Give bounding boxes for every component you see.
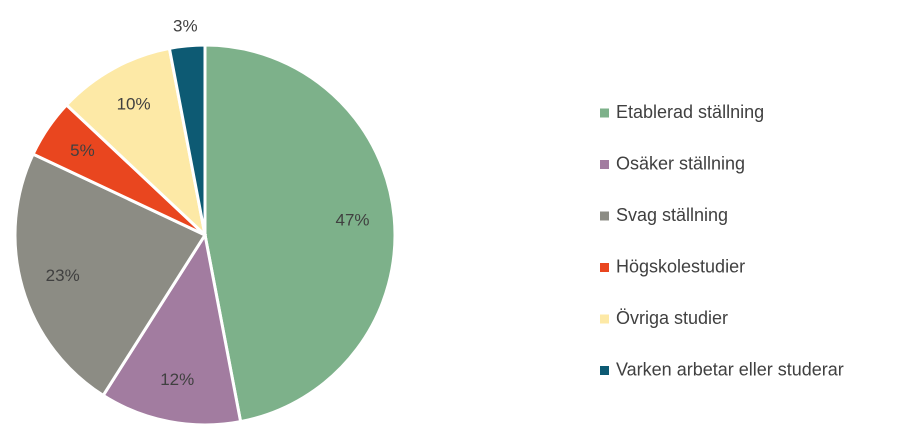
legend-swatch (600, 211, 609, 221)
legend-label: Övriga studier (616, 308, 728, 328)
data-label: 10% (117, 95, 151, 114)
legend-label: Svag ställning (616, 205, 728, 225)
legend-swatch (600, 160, 609, 169)
legend-label: Högskolestudier (616, 256, 745, 276)
legend-label: Osäker ställning (616, 153, 745, 173)
pie-slice (167, 43, 207, 236)
data-label: 23% (46, 266, 80, 285)
pie-slice (101, 230, 243, 427)
data-label: 12% (160, 370, 194, 389)
data-label: 5% (70, 141, 95, 160)
legend-swatch (600, 314, 609, 324)
legend-label: Etablerad ställning (616, 102, 764, 122)
data-label: 47% (336, 211, 370, 230)
legend-label: Varken arbetar eller studerar (616, 359, 844, 379)
legend-swatch (600, 263, 609, 272)
data-label: 3% (173, 16, 198, 35)
legend-swatch (600, 366, 609, 375)
pie-slice (13, 152, 208, 398)
legend-swatch (600, 108, 609, 118)
pie-slice (64, 46, 208, 240)
pie-slice (203, 43, 397, 424)
